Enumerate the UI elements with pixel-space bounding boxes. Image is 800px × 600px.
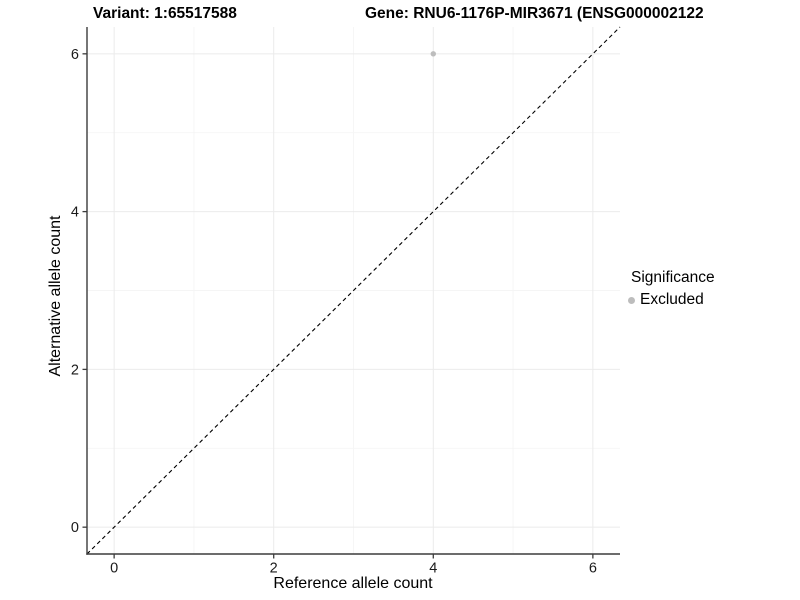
x-tick-label: 2 xyxy=(270,561,278,577)
axis-lines xyxy=(86,27,620,555)
x-tick-label: 0 xyxy=(110,561,118,577)
legend-item-label: Excluded xyxy=(640,291,704,308)
identity-line xyxy=(86,26,621,555)
identity-reference-line xyxy=(86,26,621,555)
data-point-excluded xyxy=(430,51,436,57)
y-axis-title: Alternative allele count xyxy=(47,215,64,377)
x-axis-title: Reference allele count xyxy=(273,575,433,592)
x-tick-label: 6 xyxy=(589,561,597,577)
legend: Significance Excluded xyxy=(628,269,715,309)
y-tick-label: 2 xyxy=(71,362,79,378)
y-tick-label: 4 xyxy=(71,205,79,221)
data-points xyxy=(430,51,436,57)
major-gridlines xyxy=(87,27,620,554)
axis-tick-labels: 0 2 4 6 0 2 4 6 xyxy=(71,47,597,577)
variant-title: Variant: 1:65517588 xyxy=(93,5,237,22)
legend-item-excluded: Excluded xyxy=(628,291,715,309)
gene-title: Gene: RNU6-1176P-MIR3671 (ENSG000002122 xyxy=(365,5,704,22)
legend-title: Significance xyxy=(631,269,715,286)
axis-tick-marks xyxy=(82,53,594,559)
x-tick-label: 4 xyxy=(429,561,437,577)
excluded-point-icon xyxy=(628,296,635,304)
y-tick-label: 0 xyxy=(71,520,79,536)
y-tick-label: 6 xyxy=(71,47,79,63)
minor-gridlines xyxy=(87,27,620,554)
